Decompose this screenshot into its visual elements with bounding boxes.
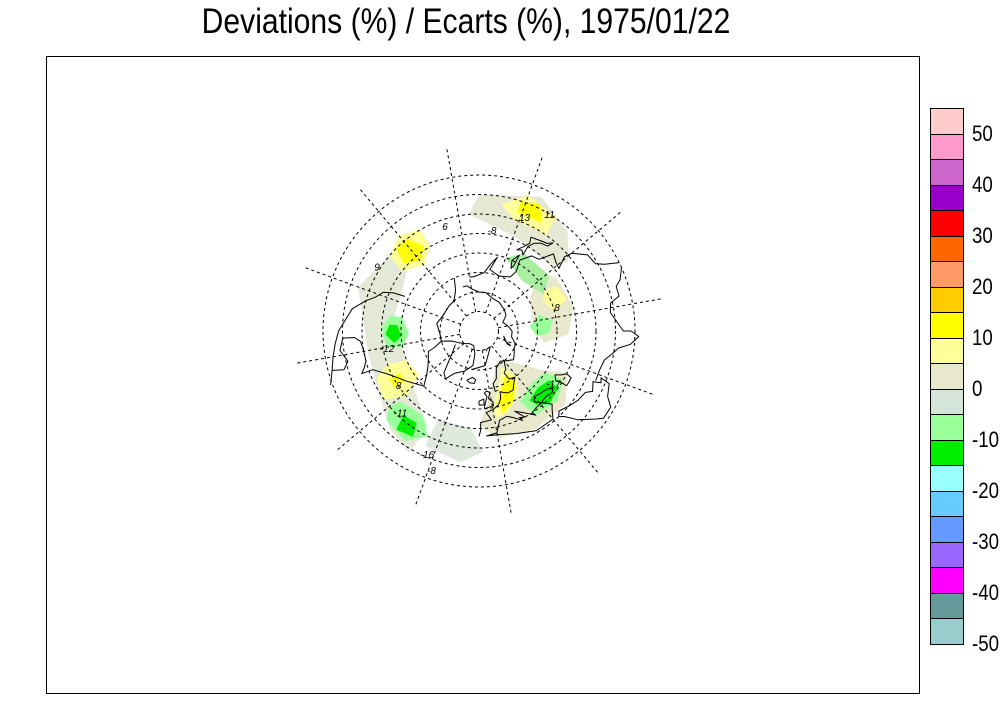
coastline	[469, 252, 620, 278]
anomaly-region	[396, 238, 424, 264]
legend-swatch	[930, 567, 964, 594]
anomaly-region	[529, 314, 553, 337]
legend-tick-label: -10	[972, 426, 1000, 452]
legend-tick-label: 0	[972, 375, 983, 401]
coastline	[330, 277, 457, 387]
graticule	[296, 148, 662, 514]
latitude-circle	[361, 213, 597, 449]
legend-swatch	[930, 541, 964, 569]
contour-label: 11	[544, 210, 554, 221]
legend-swatch	[930, 363, 964, 390]
anomaly-region	[505, 253, 550, 294]
anomaly-region	[396, 415, 417, 437]
contour-label: -12	[380, 344, 395, 355]
legend-tick-label: -40	[972, 579, 1000, 605]
legend-tick-label: 40	[972, 171, 993, 197]
coastline	[503, 335, 512, 347]
coastlines	[330, 236, 640, 437]
meridian-line	[415, 349, 473, 506]
coastline	[554, 373, 572, 387]
meridian-line	[359, 188, 467, 317]
latitude-circle	[322, 174, 636, 488]
legend-swatch	[930, 261, 964, 288]
meridian-line	[304, 267, 461, 325]
coastline	[483, 390, 494, 410]
legend-swatch	[930, 388, 964, 416]
legend-swatch	[930, 439, 964, 467]
legend-tick-label: 30	[972, 222, 993, 248]
coastline	[466, 376, 477, 384]
latitude-circle	[459, 311, 499, 351]
meridian-line	[336, 343, 465, 451]
meridian-line	[493, 211, 622, 319]
coastline	[331, 291, 405, 371]
legend-tick-label: 10	[972, 324, 993, 350]
legend-swatch	[930, 159, 964, 186]
legend-swatch	[930, 618, 964, 645]
coastline	[486, 388, 554, 437]
legend-swatch	[930, 337, 964, 365]
legend-swatch	[930, 516, 964, 543]
coastline	[595, 267, 640, 381]
contour-label: -11	[394, 409, 408, 420]
contour-label: -17	[546, 379, 561, 390]
legend-swatch	[930, 286, 964, 314]
legend-swatch	[930, 465, 964, 492]
contour-label: 8	[396, 381, 402, 392]
meridian-line	[497, 337, 654, 395]
legend-swatch	[930, 490, 964, 518]
contour-label: -8	[488, 226, 497, 237]
legend-tick-label: -20	[972, 477, 1000, 503]
anomaly-region	[517, 201, 542, 223]
map-panel: -8 9 -12 -11 -16 8 13 11 -8 8 -17 6	[46, 56, 920, 694]
legend-swatch	[930, 108, 964, 135]
contour-label: 13	[519, 213, 531, 224]
legend-swatch	[930, 133, 964, 161]
contour-label: -16	[420, 450, 435, 461]
latitude-circle	[381, 233, 577, 429]
meridian-line	[481, 350, 512, 514]
contour-labels: -8 9 -12 -11 -16 8 13 11 -8 8 -17 6	[374, 210, 561, 477]
contour-label: 6	[442, 222, 448, 233]
meridian-line	[491, 345, 599, 474]
legend-swatch	[930, 414, 964, 441]
coastline	[478, 398, 485, 406]
legend-swatch	[930, 312, 964, 339]
legend-tick-label: 50	[972, 120, 993, 146]
legend-swatch	[930, 210, 964, 237]
anomaly-region	[529, 380, 558, 405]
legend-swatch	[930, 235, 964, 263]
coastline	[516, 236, 554, 256]
legend-tick-label: 20	[972, 273, 993, 299]
anomaly-region	[385, 324, 402, 343]
anomaly-region	[425, 419, 484, 463]
coastline	[462, 285, 517, 362]
contour-label: 8	[554, 303, 560, 314]
contour-label: 9	[374, 263, 380, 274]
meridian-line	[485, 156, 543, 313]
latitude-circle	[400, 252, 558, 410]
coastline	[510, 254, 520, 269]
deviation-map: -8 9 -12 -11 -16 8 13 11 -8 8 -17 6	[296, 148, 662, 514]
legend-swatch	[930, 184, 964, 212]
coastline	[478, 360, 516, 437]
coastline	[472, 346, 491, 370]
contour-label: -8	[427, 466, 436, 477]
legend-swatch	[930, 592, 964, 620]
anomaly-region	[542, 286, 567, 311]
legend-tick-label: -30	[972, 528, 1000, 554]
latitude-circle	[342, 194, 616, 468]
color-legend: 50 40 30 20 10 0 -10 -20 -30 -40 -50	[930, 108, 999, 656]
latitude-circle	[420, 272, 538, 390]
coastline	[441, 340, 476, 380]
meridian-line	[446, 148, 477, 312]
coastline	[558, 377, 612, 421]
meridian-line	[498, 298, 662, 329]
meridian-line	[296, 333, 460, 364]
latitude-circle	[439, 291, 519, 371]
map-title: Deviations (%) / Ecarts (%), 1975/01/22	[201, 2, 731, 41]
legend-tick-label: -50	[972, 631, 1000, 656]
